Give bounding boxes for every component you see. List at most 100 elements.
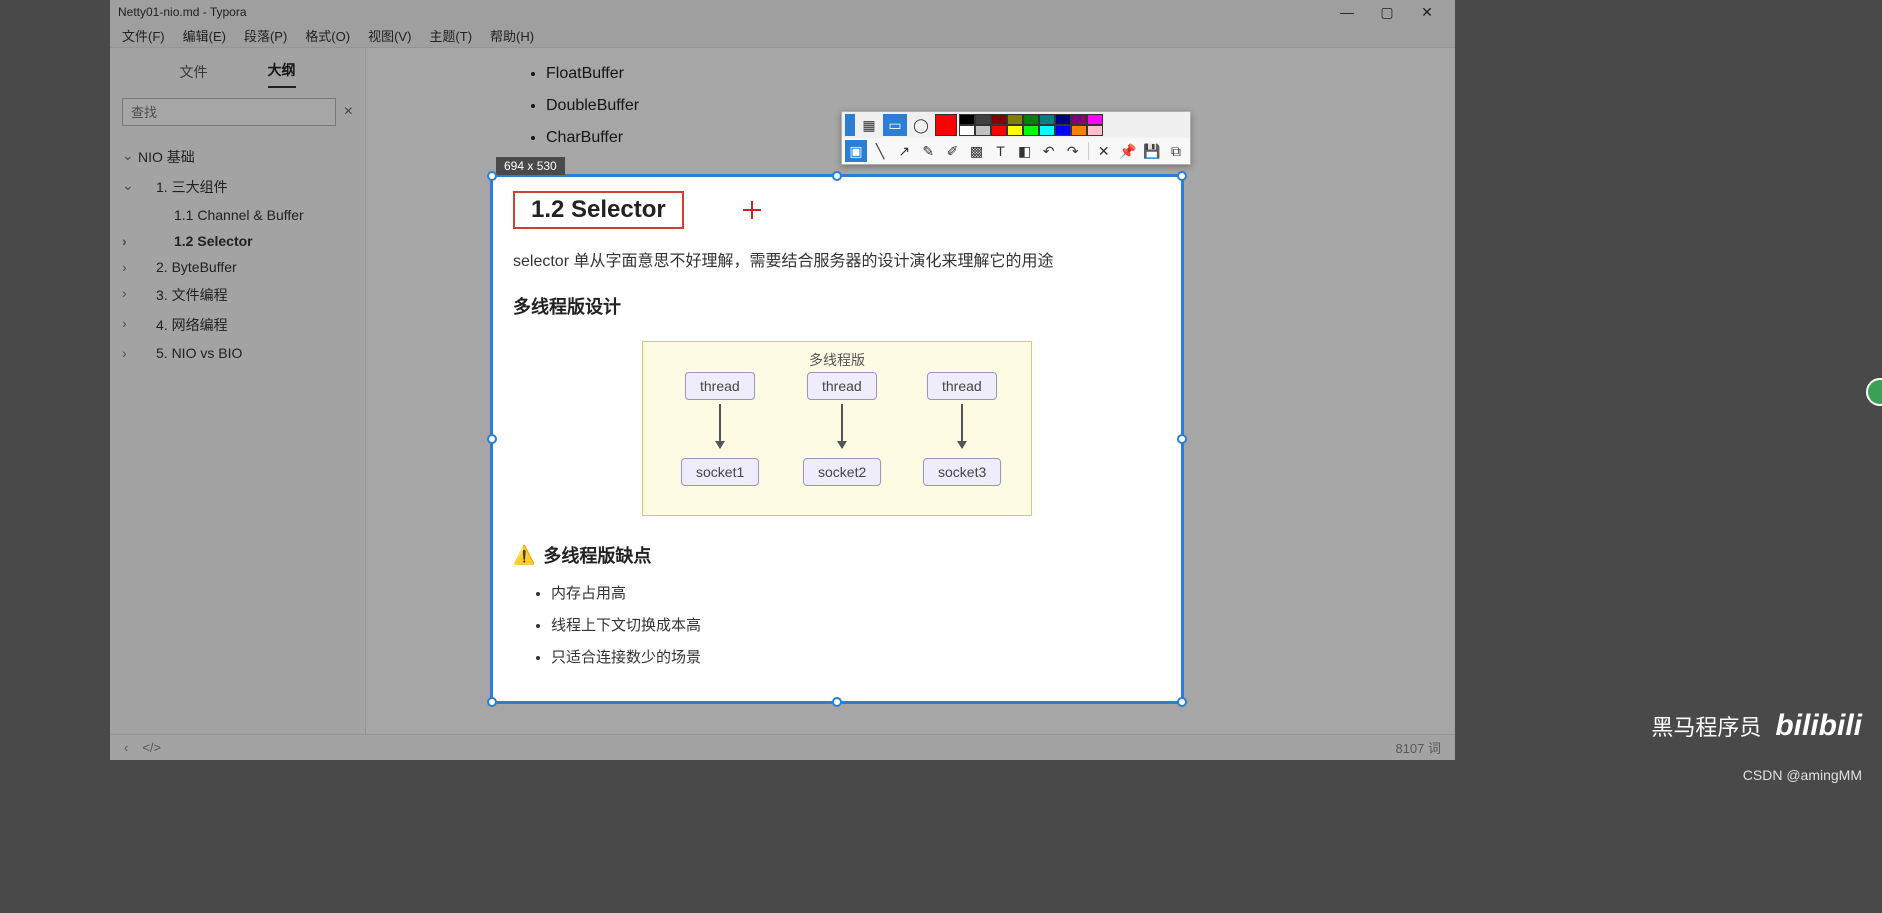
- swatch[interactable]: [1071, 114, 1087, 125]
- section-paragraph: selector 单从字面意思不好理解，需要结合服务器的设计演化来理解它的用途: [513, 247, 1161, 271]
- tool-save-icon[interactable]: 💾: [1141, 140, 1163, 162]
- nav-back-icon[interactable]: ‹: [124, 740, 128, 755]
- search-input[interactable]: [122, 98, 336, 126]
- tool-marker-icon[interactable]: ✐: [941, 140, 963, 162]
- tool-text-icon[interactable]: T: [989, 140, 1011, 162]
- swatch[interactable]: [991, 114, 1007, 125]
- diagram-arrow-1: [719, 404, 721, 448]
- subheading-cons: 多线程版缺点: [543, 542, 651, 568]
- csdn-watermark: CSDN @amingMM: [1743, 767, 1862, 783]
- menu-edit[interactable]: 编辑(E): [183, 26, 226, 45]
- tool-pencil-icon[interactable]: ✎: [917, 140, 939, 162]
- dimension-label: 694 x 530: [496, 157, 565, 175]
- tool-select-icon[interactable]: ▣: [845, 140, 867, 162]
- cons-item-1: 内存占用高: [551, 578, 1161, 610]
- resize-handle-l[interactable]: [487, 434, 497, 444]
- swatch[interactable]: [1055, 125, 1071, 136]
- outline-tree: NIO 基础 1. 三大组件 1.1 Channel & Buffer 1.2 …: [110, 136, 365, 372]
- tree-node-3[interactable]: 3. 文件编程: [118, 280, 365, 310]
- tool-cancel-icon[interactable]: ✕: [1093, 140, 1115, 162]
- tool-undo-icon[interactable]: ↶: [1038, 140, 1060, 162]
- thread-diagram: 多线程版 thread thread thread socket1 socket…: [642, 341, 1032, 516]
- swatch[interactable]: [1087, 125, 1103, 136]
- minimize-button[interactable]: —: [1327, 4, 1367, 20]
- clear-search-icon[interactable]: ×: [344, 103, 353, 121]
- tab-files[interactable]: 文件: [180, 62, 208, 88]
- tree-node-1-1[interactable]: 1.1 Channel & Buffer: [118, 202, 365, 228]
- resize-handle-tr[interactable]: [1177, 171, 1187, 181]
- color-palette: [959, 114, 1103, 136]
- resize-handle-t[interactable]: [832, 171, 842, 181]
- diagram-node-socket3: socket3: [923, 458, 1001, 486]
- diagram-node-thread3: thread: [927, 372, 997, 400]
- bilibili-cn: 黑马程序员: [1651, 710, 1761, 742]
- diagram-node-thread1: thread: [685, 372, 755, 400]
- floating-action-button[interactable]: [1866, 378, 1882, 406]
- section-heading: 1.2 Selector: [513, 191, 684, 229]
- statusbar: ‹ </> 8107 词: [110, 734, 1455, 760]
- diagram-arrow-2: [841, 404, 843, 448]
- source-mode-icon[interactable]: </>: [142, 740, 161, 755]
- swatch[interactable]: [1023, 114, 1039, 125]
- diagram-node-socket1: socket1: [681, 458, 759, 486]
- tool-hatch-icon[interactable]: ▦: [857, 114, 881, 136]
- menu-format[interactable]: 格式(O): [305, 26, 350, 45]
- sidebar: 文件 大纲 × NIO 基础 1. 三大组件 1.1 Channel & Buf…: [110, 48, 366, 734]
- diagram-title: 多线程版: [643, 350, 1031, 370]
- resize-handle-br[interactable]: [1177, 697, 1187, 707]
- tool-redo-icon[interactable]: ↷: [1062, 140, 1084, 162]
- window-title: Netty01-nio.md - Typora: [118, 5, 247, 19]
- tree-root[interactable]: NIO 基础: [118, 142, 365, 172]
- swatch[interactable]: [1007, 125, 1023, 136]
- tree-node-1[interactable]: 1. 三大组件: [118, 172, 365, 202]
- toolbar-accent: [845, 114, 855, 136]
- tab-outline[interactable]: 大纲: [268, 60, 296, 88]
- swatch[interactable]: [959, 114, 975, 125]
- menu-file[interactable]: 文件(F): [122, 26, 165, 45]
- snip-toolbar: ▦ ▭ ◯ ▣ ╲ ↗ ✎ ✐: [841, 111, 1191, 165]
- bilibili-watermark: 黑马程序员 bilibili: [1651, 709, 1862, 743]
- resize-handle-b[interactable]: [832, 697, 842, 707]
- tree-node-4[interactable]: 4. 网络编程: [118, 310, 365, 340]
- tree-node-2[interactable]: 2. ByteBuffer: [118, 254, 365, 280]
- swatch[interactable]: [1007, 114, 1023, 125]
- subheading-design: 多线程版设计: [513, 293, 1161, 319]
- selected-color-swatch[interactable]: [935, 114, 957, 136]
- swatch[interactable]: [959, 125, 975, 136]
- tool-ellipse-icon[interactable]: ◯: [909, 114, 933, 136]
- menu-paragraph[interactable]: 段落(P): [244, 26, 287, 45]
- tree-node-1-2[interactable]: 1.2 Selector: [118, 228, 365, 254]
- tree-node-5[interactable]: 5. NIO vs BIO: [118, 340, 365, 366]
- cons-item-3: 只适合连接数少的场景: [551, 642, 1161, 674]
- menu-view[interactable]: 视图(V): [368, 26, 411, 45]
- swatch[interactable]: [975, 125, 991, 136]
- tool-arrow-icon[interactable]: ↗: [893, 140, 915, 162]
- resize-handle-bl[interactable]: [487, 697, 497, 707]
- menu-help[interactable]: 帮助(H): [490, 26, 534, 45]
- menubar: 文件(F) 编辑(E) 段落(P) 格式(O) 视图(V) 主题(T) 帮助(H…: [110, 24, 1455, 48]
- swatch[interactable]: [1039, 114, 1055, 125]
- tool-pin-icon[interactable]: 📌: [1117, 140, 1139, 162]
- swatch[interactable]: [975, 114, 991, 125]
- swatch[interactable]: [1055, 114, 1071, 125]
- swatch[interactable]: [1071, 125, 1087, 136]
- snip-selection[interactable]: 694 x 530 1.2 Selector selector 单从字面意思不好…: [490, 174, 1184, 704]
- resize-handle-r[interactable]: [1177, 434, 1187, 444]
- close-button[interactable]: ✕: [1407, 4, 1447, 21]
- diagram-arrow-3: [961, 404, 963, 448]
- swatch[interactable]: [1023, 125, 1039, 136]
- swatch[interactable]: [991, 125, 1007, 136]
- tool-copy-icon[interactable]: ⧉: [1165, 140, 1187, 162]
- cons-item-2: 线程上下文切换成本高: [551, 610, 1161, 642]
- swatch[interactable]: [1087, 114, 1103, 125]
- tool-eraser-icon[interactable]: ◧: [1014, 140, 1036, 162]
- menu-theme[interactable]: 主题(T): [429, 26, 472, 45]
- maximize-button[interactable]: ▢: [1367, 4, 1407, 21]
- swatch[interactable]: [1039, 125, 1055, 136]
- tool-rect-icon[interactable]: ▭: [883, 114, 907, 136]
- tool-line-icon[interactable]: ╲: [869, 140, 891, 162]
- warning-icon: ⚠️: [513, 545, 535, 566]
- tool-mosaic-icon[interactable]: ▩: [965, 140, 987, 162]
- resize-handle-tl[interactable]: [487, 171, 497, 181]
- bullet-float: FloatBuffer: [546, 58, 1375, 90]
